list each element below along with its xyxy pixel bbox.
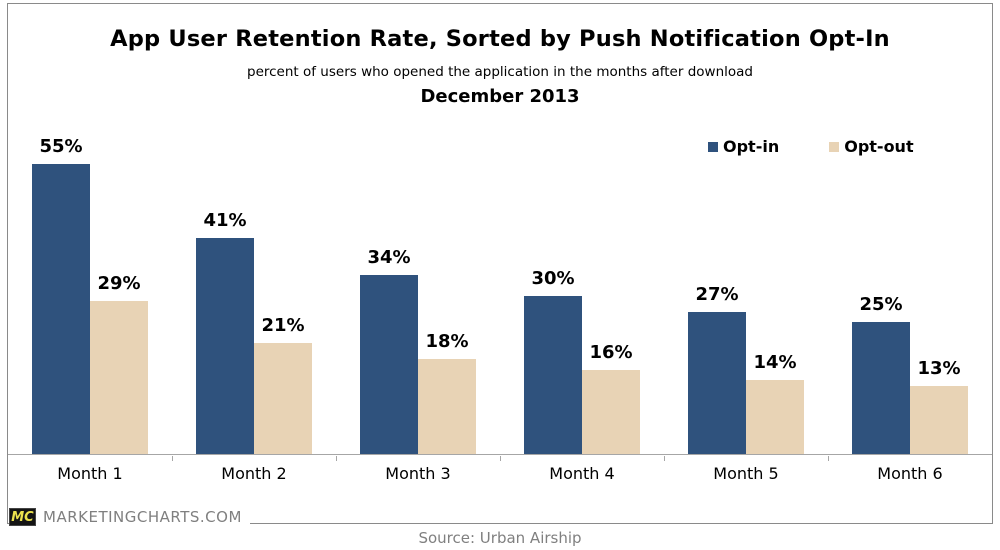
brand-footer: MC MARKETINGCHARTS.COM [9,508,250,526]
bar-col: 21% [254,316,312,454]
x-axis-label-month-3: Month 3 [385,464,451,483]
bar-col: 25% [852,295,910,454]
x-axis-label-month-4: Month 4 [549,464,615,483]
chart-frame: App User Retention Rate, Sorted by Push … [7,3,993,526]
axis-tick [500,456,501,461]
bar-opt-out-month-3 [418,359,476,454]
bar-value-label: 29% [97,273,141,294]
bar-opt-out-month-2 [254,343,312,454]
bar-opt-in-month-1 [32,164,90,454]
site-name: MARKETINGCHARTS.COM [43,508,242,526]
bar-col: 41% [196,211,254,454]
bar-col: 55% [32,137,90,454]
x-axis-label-month-1: Month 1 [57,464,123,483]
bar-value-label: 27% [695,284,739,305]
bar-opt-out-month-5 [746,380,804,454]
bar-col: 18% [418,332,476,454]
legend: Opt-in Opt-out [708,137,914,156]
axis-tick [172,456,173,461]
bar-opt-in-month-3 [360,275,418,454]
bar-opt-out-month-1 [90,301,148,454]
bar-group-month-6: 25% 13% [828,4,992,454]
legend-swatch [829,141,840,152]
bar-group-month-2: 41% 21% [172,4,336,454]
bar-value-label: 14% [753,352,797,373]
source-attribution: Source: Urban Airship [418,529,582,547]
legend-item-opt-in: Opt-in [708,137,779,156]
bar-opt-in-month-6 [852,322,910,454]
bar-col: 34% [360,248,418,454]
bar-opt-in-month-2 [196,238,254,454]
legend-label: Opt-in [723,137,780,156]
bar-value-label: 25% [859,294,903,315]
marketingcharts-logo: MC [9,508,36,526]
bar-value-label: 18% [425,331,469,352]
x-axis-label-month-5: Month 5 [713,464,779,483]
bar-value-label: 30% [531,268,575,289]
bar-group-month-3: 34% 18% [336,4,500,454]
bar-col: 13% [910,359,968,454]
bar-value-label: 16% [589,342,633,363]
chart-period: December 2013 [420,86,580,107]
bar-group-month-4: 30% 16% [500,4,664,454]
bar-col: 14% [746,353,804,454]
bar-group-month-1: 55% 29% [8,4,172,454]
x-axis-labels: Month 1 Month 2 Month 3 Month 4 Month 5 Month… [8,464,992,483]
bar-value-label: 13% [917,358,961,379]
bar-opt-out-month-6 [910,386,968,454]
bar-group-month-5: 27% 14% [664,4,828,454]
bar-opt-in-month-5 [688,312,746,454]
chart-subtitle: percent of users who opened the applicat… [247,64,753,80]
x-axis-label-month-2: Month 2 [221,464,287,483]
bar-value-label: 55% [39,136,83,157]
chart-title: App User Retention Rate, Sorted by Push … [110,26,890,52]
bar-col: 29% [90,274,148,454]
bar-col: 16% [582,343,640,454]
bar-opt-out-month-4 [582,370,640,454]
bar-value-label: 21% [261,315,305,336]
axis-tick [664,456,665,461]
bar-value-label: 41% [203,210,247,231]
bar-opt-in-month-4 [524,296,582,454]
legend-label: Opt-out [844,137,914,156]
axis-tick [336,456,337,461]
plot-area: 55% 29% 41% 21% 34% 18% 30% 16% 27% 14% 25% 13% [8,4,992,455]
x-axis-label-month-6: Month 6 [877,464,943,483]
bar-col: 30% [524,269,582,454]
legend-swatch [708,141,718,152]
axis-tick [828,456,829,461]
bar-value-label: 34% [367,247,411,268]
legend-item-opt-out: Opt-out [829,137,914,156]
bar-col: 27% [688,285,746,454]
